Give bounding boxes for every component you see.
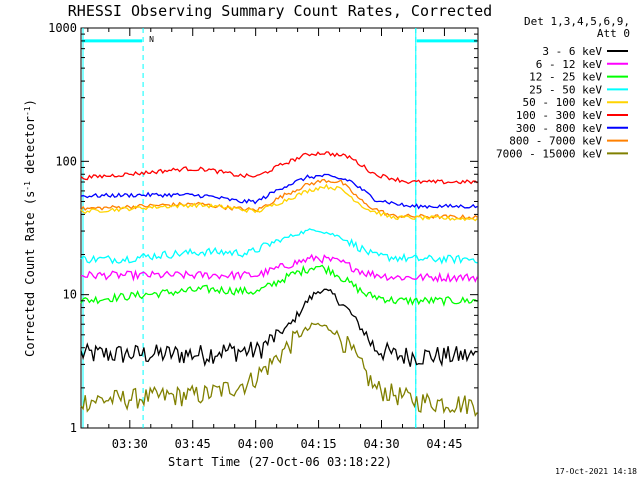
series-line-4 — [80, 228, 478, 265]
chart-title: RHESSI Observing Summary Count Rates, Co… — [68, 2, 492, 20]
series-line-5 — [80, 183, 478, 222]
x-axis: 03:30 03:45 04:00 04:15 04:30 04:45 — [87, 28, 466, 451]
legend-header-attenuator: Att 0 — [597, 27, 630, 40]
x-axis-label: Start Time (27-Oct-06 03:18:22) — [168, 455, 392, 469]
y-tick-label: 1 — [70, 421, 77, 435]
x-tick-label: 03:45 — [175, 437, 211, 451]
legend-label-6: 100 - 300 keV — [516, 109, 602, 122]
series-line-3 — [80, 264, 478, 307]
y-axis: 1 10 100 1000 — [48, 21, 478, 435]
y-tick-label: 100 — [55, 154, 77, 168]
night-label: N — [149, 35, 154, 44]
legend-label-9: 7000 - 15000 keV — [496, 147, 602, 160]
series-line-2 — [80, 253, 478, 283]
series-layer — [80, 151, 478, 417]
y-axis-label-part: -1 — [23, 106, 32, 116]
night-markers: N — [82, 28, 477, 428]
y-axis-label-part: -1 — [23, 181, 32, 191]
series-line-8 — [80, 178, 478, 220]
series-line-7 — [80, 173, 478, 210]
series-line-6 — [80, 151, 478, 185]
legend-label-5: 50 - 100 keV — [523, 96, 603, 109]
legend-label-8: 800 - 7000 keV — [509, 135, 602, 148]
legend-label-3: 12 - 25 keV — [529, 71, 602, 84]
legend-label-7: 300 - 800 keV — [516, 122, 602, 135]
series-line-9 — [80, 322, 478, 417]
legend-label-1: 3 - 6 keV — [542, 45, 602, 58]
y-axis-label-part: ) — [23, 99, 37, 106]
x-tick-label: 03:30 — [112, 437, 148, 451]
x-tick-label: 04:45 — [426, 437, 462, 451]
y-tick-label: 1000 — [48, 21, 77, 35]
timestamp: 17-Oct-2021 14:18 — [555, 467, 637, 476]
plot-frame — [80, 27, 479, 429]
legend-label-4: 25 - 50 keV — [529, 83, 602, 96]
y-tick-label: 10 — [63, 288, 77, 302]
y-axis-label-part: detector — [23, 116, 37, 181]
y-axis-label: Corrected Count Rate (s-1 detector-1) — [23, 99, 38, 357]
x-tick-label: 04:15 — [301, 437, 337, 451]
x-tick-label: 04:30 — [363, 437, 399, 451]
y-axis-label-part: Corrected Count Rate (s — [23, 191, 37, 357]
legend-label-2: 6 - 12 keV — [536, 58, 603, 71]
series-line-1 — [80, 288, 478, 368]
legend-header-detectors: Det 1,3,4,5,6,9, — [524, 15, 630, 28]
x-tick-label: 04:00 — [238, 437, 274, 451]
